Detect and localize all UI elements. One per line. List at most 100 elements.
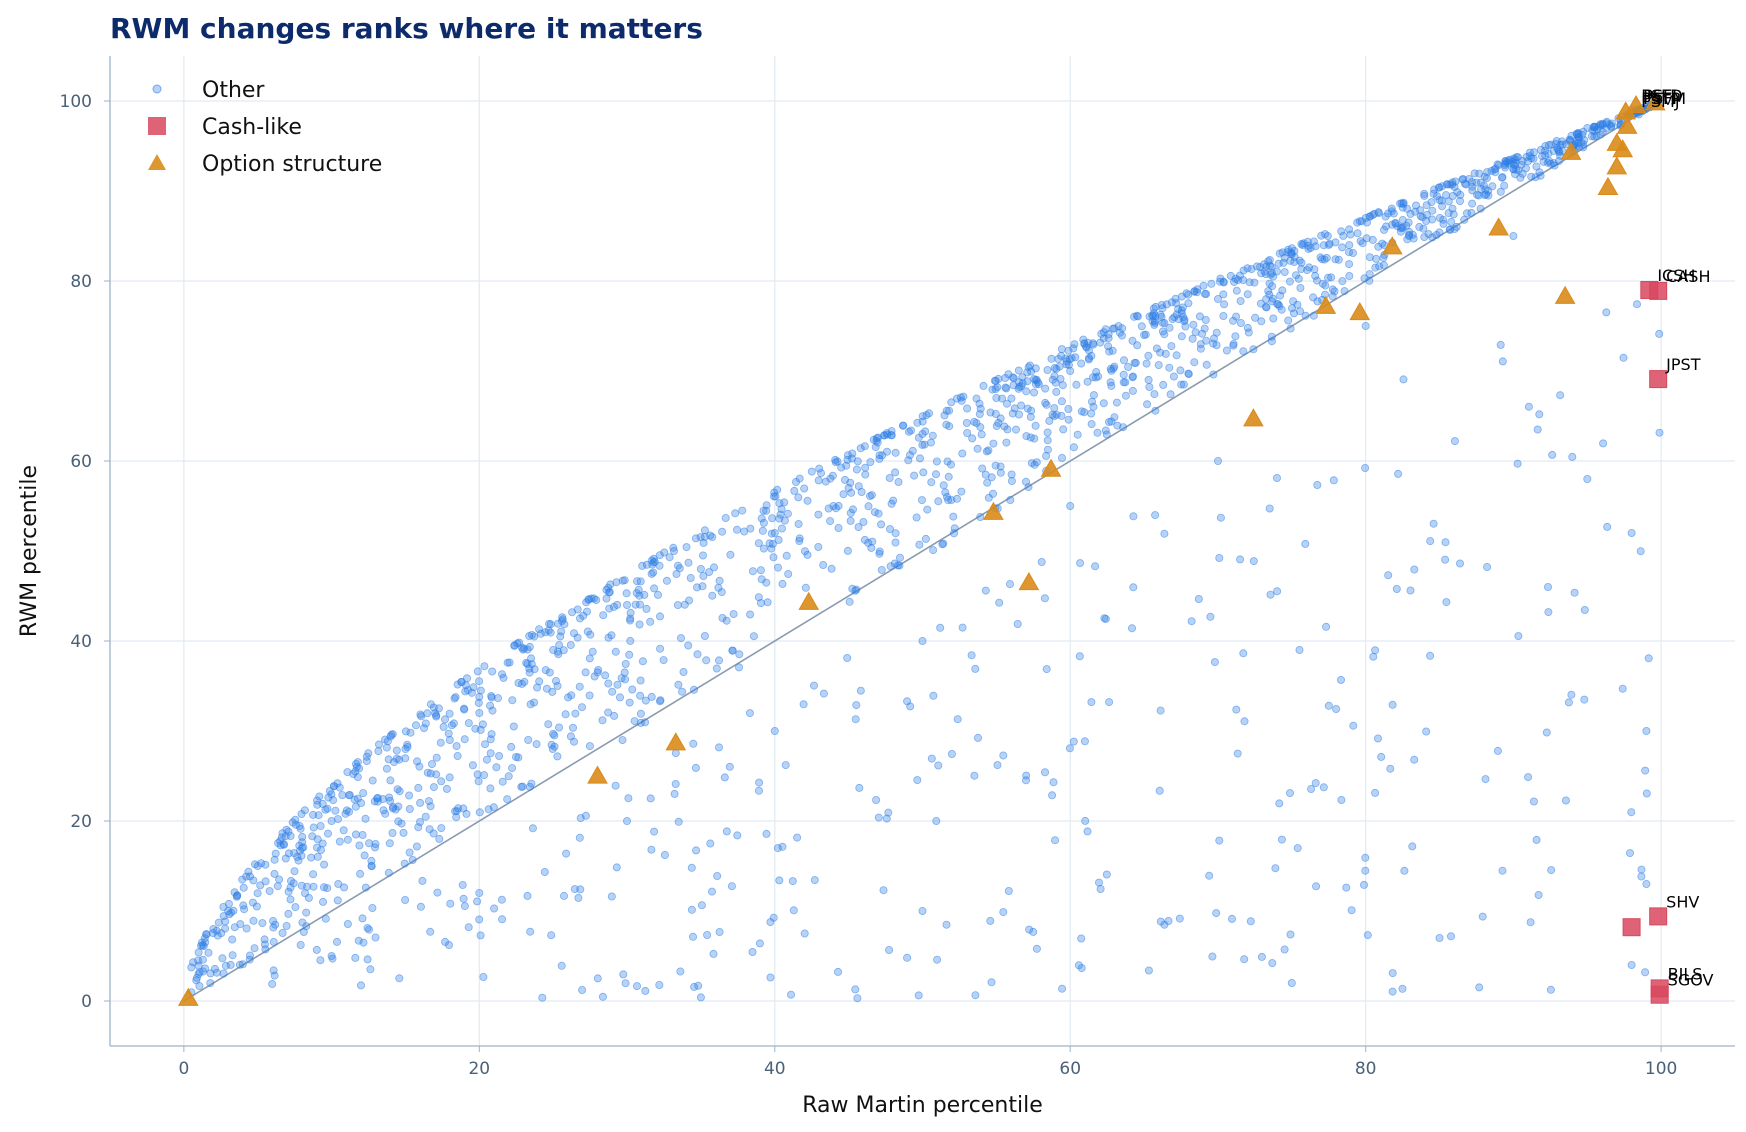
data-point-other [419,724,428,733]
data-point-other [998,394,1007,403]
data-point-other [1274,259,1283,268]
data-point-other [371,933,380,942]
data-point-other [1014,384,1023,393]
data-point-other [1051,378,1060,387]
data-point-other [368,904,377,913]
data-point-other [1488,182,1497,191]
data-point-other [918,429,927,438]
data-point-option-structure [1644,92,1666,111]
data-point-other [360,851,369,860]
data-point-other [1387,207,1396,216]
data-point-other [581,668,590,677]
data-point-other [309,870,318,879]
data-point-other [1230,277,1239,286]
data-point-other [522,658,531,667]
data-point-other [852,701,861,710]
data-point-other [300,889,309,898]
data-point-other [525,642,534,651]
data-point-other [958,449,967,458]
data-point-other [854,523,863,532]
data-point-other [686,574,695,583]
data-point-other [1321,281,1330,290]
data-point-other [800,929,809,938]
data-point-other [605,588,614,597]
data-point-other [493,694,502,703]
data-point-other [524,736,533,745]
data-point-other [636,691,645,700]
data-point-other [713,872,722,881]
data-point-other [426,927,435,936]
data-point-other [1105,698,1114,707]
data-point-other [1195,312,1204,321]
data-point-other [442,784,451,793]
data-point-other [919,468,928,477]
data-point-other [1337,796,1346,805]
data-point-other [1079,335,1088,344]
data-point-other [925,409,934,418]
data-point-other [488,667,497,676]
data-point-other [1532,835,1541,844]
data-point-other [1095,878,1104,887]
top-right-point-label: PSFM [1643,89,1686,108]
data-point-other [450,694,459,703]
data-point-other [1312,882,1321,891]
data-point-other [957,487,966,496]
data-point-other [1268,959,1277,968]
data-point-other [1570,588,1579,597]
data-point-other [1345,260,1354,269]
data-point-other [526,700,535,709]
data-point-other [498,777,507,786]
data-point-other [1077,407,1086,416]
data-point-other [1419,224,1428,233]
data-point-other [1176,366,1185,375]
data-point-other [654,590,663,599]
data-point-other [972,394,981,403]
data-point-other [879,886,888,895]
data-point-other [1047,354,1056,363]
data-point-other [492,763,501,772]
data-point-other [1447,217,1456,226]
data-point-other [1007,394,1016,403]
data-point-option-structure [1488,217,1509,236]
legend-marker-other [152,84,162,94]
data-point-other [1206,612,1215,621]
data-point-other [940,411,949,420]
data-point-other [532,740,541,749]
data-point-other [359,938,368,947]
data-point-other [382,764,391,773]
data-point-other [213,931,222,940]
data-point-other [852,465,861,474]
data-point-other [401,745,410,754]
data-point-other [1256,299,1265,308]
data-point-other [1296,307,1305,316]
data-point-other [721,514,730,523]
data-point-other [219,969,228,978]
data-point-other [918,417,927,426]
data-point-option-structure [1554,285,1576,304]
data-point-other [870,508,879,517]
data-point-other [803,550,812,559]
data-point-other [325,787,334,796]
data-point-other [271,849,280,858]
data-point-other [945,422,954,431]
data-point-other [588,647,597,656]
data-point-other [996,468,1005,477]
data-point-other [1561,796,1570,805]
data-point-other [1365,270,1374,279]
data-point-other [475,692,484,701]
data-point-other [670,789,679,798]
data-point-other [995,598,1004,607]
data-point-other [918,440,927,449]
data-point-other [1428,206,1437,215]
data-point-other [655,551,664,560]
data-point-other [770,727,779,736]
data-point-other [356,869,365,878]
data-point-other [1087,409,1096,418]
data-point-other [571,709,580,718]
data-point-other [453,752,462,761]
data-point-other [928,431,937,440]
data-point-other [363,924,372,933]
data-point-other [1509,231,1518,240]
data-point-other [399,828,408,837]
data-point-other [553,682,562,691]
